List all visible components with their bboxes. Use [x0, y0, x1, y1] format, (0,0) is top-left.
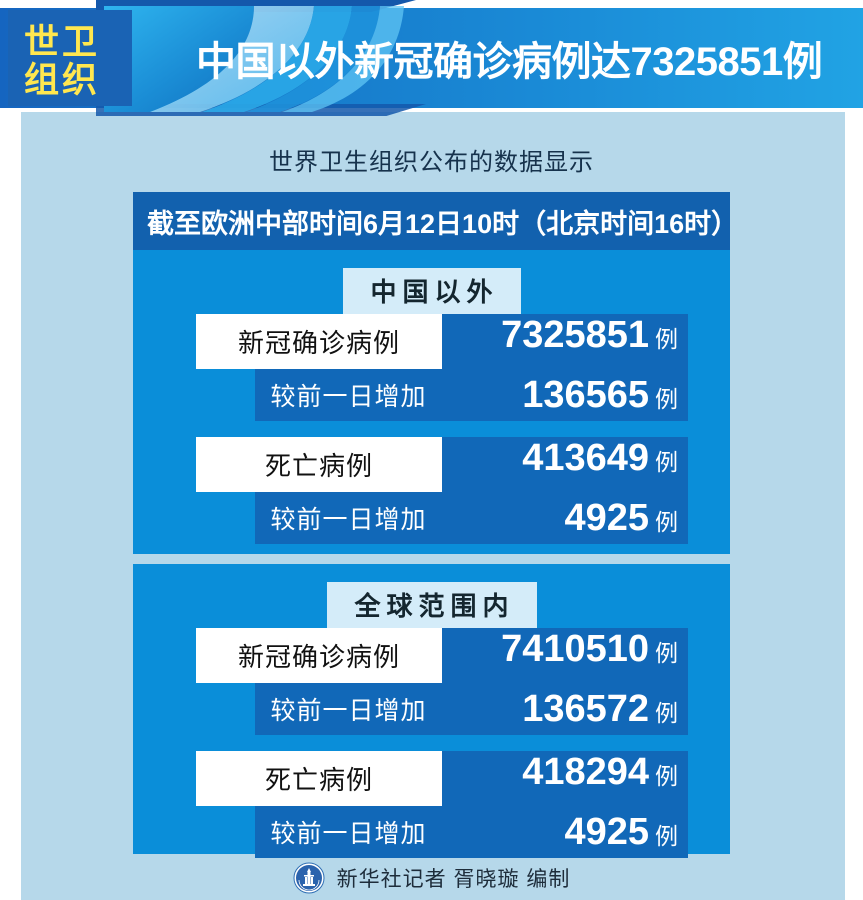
table-row: 较前一日增加 4925 例 [255, 806, 688, 858]
page-title: 中国以外新冠确诊病例达7325851例 [196, 40, 823, 84]
panel-title: 中国以外 [342, 268, 521, 314]
stat-number: 7410510 [501, 628, 649, 670]
subtitle: 世界卫生组织公布的数据显示 [269, 149, 594, 176]
stat-value-cell: 413649 例 [442, 437, 688, 492]
stat-group-deaths: 死亡病例 418294 例 较前一日增加 4925 例 [133, 751, 730, 858]
stat-unit: 例 [655, 763, 678, 789]
stat-unit: 例 [655, 699, 678, 726]
stat-unit: 例 [655, 822, 678, 849]
stat-group-confirmed: 新冠确诊病例 7325851 例 较前一日增加 136565 例 [133, 314, 730, 421]
stat-number: 136565 [522, 373, 649, 416]
stat-value-cell: 4925 例 [442, 497, 688, 540]
stat-number: 4925 [564, 810, 649, 853]
stat-value-cell: 136572 例 [442, 688, 688, 731]
stat-label: 死亡病例 [196, 751, 442, 806]
panel-title: 全球范围内 [326, 582, 537, 628]
table-row: 死亡病例 413649 例 [196, 437, 688, 492]
stat-value-cell: 7410510 例 [442, 628, 688, 683]
stat-value-cell: 136565 例 [442, 374, 688, 417]
xinhua-logo-icon [293, 862, 325, 894]
stat-number: 413649 [522, 437, 649, 479]
stat-label: 新冠确诊病例 [196, 628, 442, 683]
table-row: 死亡病例 418294 例 [196, 751, 688, 806]
who-badge-label: 世卫 组织 [24, 23, 101, 100]
credit-text: 新华社记者 胥晓璇 编制 [336, 868, 571, 891]
stat-value-cell: 4925 例 [442, 811, 688, 854]
stat-group-confirmed: 新冠确诊病例 7410510 例 较前一日增加 136572 例 [133, 628, 730, 735]
stat-unit: 例 [655, 326, 678, 352]
header-banner: 世卫 组织 中国以外新冠确诊病例达7325851例 [0, 0, 863, 116]
stat-label: 新冠确诊病例 [196, 314, 442, 369]
who-badge: 世卫 组织 [8, 10, 132, 106]
table-row: 新冠确诊病例 7410510 例 [196, 628, 688, 683]
stat-unit: 例 [655, 449, 678, 475]
stat-label: 较前一日增加 [270, 697, 427, 725]
stat-value-cell: 7325851 例 [442, 314, 688, 369]
stat-number: 418294 [522, 751, 649, 793]
stat-number: 7325851 [501, 314, 649, 356]
stat-group-deaths: 死亡病例 413649 例 较前一日增加 4925 例 [133, 437, 730, 544]
stat-value-cell: 418294 例 [442, 751, 688, 806]
as-of-datebar: 截至欧洲中部时间6月12日10时（北京时间16时） [133, 192, 738, 250]
stat-unit: 例 [655, 508, 678, 535]
stat-label: 较前一日增加 [270, 383, 427, 411]
stat-label: 死亡病例 [196, 437, 442, 492]
table-row: 较前一日增加 136565 例 [255, 369, 688, 421]
stats-panel-worldwide: 全球范围内 新冠确诊病例 7410510 例 较前一日增加 136572 例 [133, 564, 730, 858]
table-row: 较前一日增加 136572 例 [255, 683, 688, 735]
table-row: 新冠确诊病例 7325851 例 [196, 314, 688, 369]
stat-label: 较前一日增加 [270, 506, 427, 534]
credit-line: 新华社记者 胥晓璇 编制 [0, 862, 863, 894]
panel-rows: 新冠确诊病例 7325851 例 较前一日增加 136565 例 死亡病例 [133, 314, 730, 544]
stat-unit: 例 [655, 385, 678, 412]
stat-unit: 例 [655, 640, 678, 666]
stat-label: 较前一日增加 [270, 820, 427, 848]
stat-number: 4925 [564, 496, 649, 539]
panel-rows: 新冠确诊病例 7410510 例 较前一日增加 136572 例 死亡病例 [133, 628, 730, 858]
stats-panel-outside-china: 中国以外 新冠确诊病例 7325851 例 较前一日增加 136565 例 [133, 250, 730, 554]
stat-number: 136572 [522, 687, 649, 730]
table-row: 较前一日增加 4925 例 [255, 492, 688, 544]
